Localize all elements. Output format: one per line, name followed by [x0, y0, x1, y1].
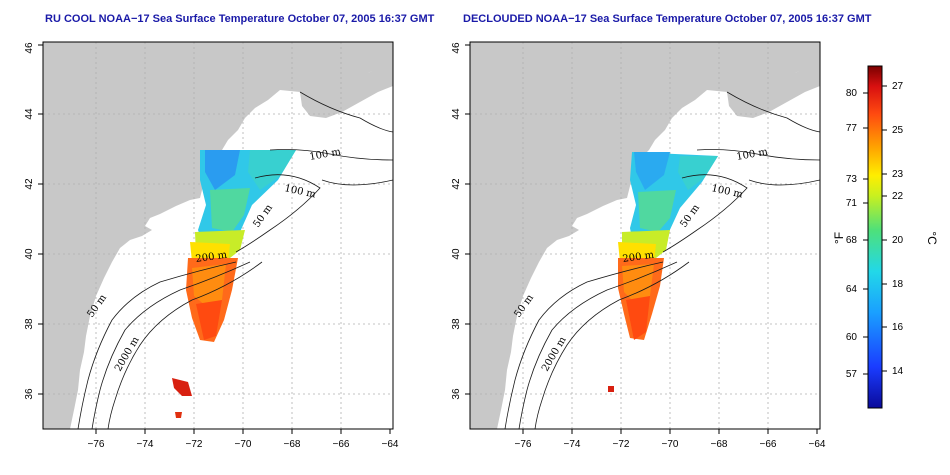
lon-tick-label: −72 [613, 439, 630, 450]
lon-tick-label: −72 [186, 439, 203, 450]
left-map-area: 100 m 100 m 50 m 200 m 50 m 2000 m [43, 42, 393, 429]
fahrenheit-tick-label: 57 [846, 369, 858, 380]
lon-tick-label: −76 [515, 439, 532, 450]
right-panel-title: DECLOUDED NOAA−17 Sea Surface Temperatur… [463, 13, 872, 25]
fahrenheit-tick-labels: 80 77 73 71 68 64 60 57 [846, 88, 858, 380]
lon-tick-label: −68 [284, 439, 301, 450]
fahrenheit-tick-label: 80 [846, 88, 858, 99]
lat-tick-label: 46 [24, 42, 35, 54]
celsius-unit-label: °C [925, 231, 939, 245]
left-land [43, 42, 393, 429]
celsius-tick-label: 18 [892, 279, 904, 290]
fahrenheit-ticks [863, 92, 868, 375]
colorbar: 80 77 73 71 68 64 60 57 27 25 23 22 20 1… [832, 65, 939, 409]
celsius-tick-label: 22 [892, 191, 904, 202]
right-contour-label: 200 m [622, 250, 655, 265]
right-map-frame [469, 41, 821, 430]
celsius-tick-label: 16 [892, 322, 904, 333]
left-x-axis [95, 429, 391, 434]
celsius-tick-label: 20 [892, 235, 904, 246]
right-sst-swath [608, 152, 718, 392]
celsius-tick-label: 25 [892, 125, 904, 136]
fahrenheit-tick-label: 71 [846, 198, 858, 209]
fahrenheit-tick-label: 64 [846, 284, 858, 295]
celsius-ticks [882, 85, 887, 372]
lon-tick-label: −76 [88, 439, 105, 450]
lat-tick-label: 44 [24, 108, 35, 120]
fahrenheit-tick-label: 60 [846, 332, 858, 343]
right-y-tick-labels: 36 38 40 42 44 46 [451, 42, 462, 400]
lat-tick-label: 42 [24, 178, 35, 190]
right-nova-scotia [727, 68, 820, 118]
lat-tick-label: 40 [24, 248, 35, 260]
lat-tick-label: 38 [24, 318, 35, 330]
lon-tick-label: −64 [809, 439, 826, 450]
left-map-panel: RU COOL NOAA−17 Sea Surface Temperature … [24, 13, 435, 450]
fahrenheit-unit-label: °F [832, 232, 846, 244]
fahrenheit-tick-label: 77 [846, 123, 858, 134]
left-map-frame [42, 41, 394, 430]
lon-tick-label: −64 [382, 439, 399, 450]
lat-tick-label: 44 [451, 108, 462, 120]
left-isobaths [77, 91, 393, 429]
celsius-tick-labels: 27 25 23 22 20 18 16 14 [892, 81, 904, 377]
lat-tick-label: 40 [451, 248, 462, 260]
fahrenheit-tick-label: 73 [846, 174, 858, 185]
right-land [470, 42, 820, 429]
lat-tick-label: 46 [451, 42, 462, 54]
fahrenheit-tick-label: 68 [846, 235, 858, 246]
lat-tick-label: 38 [451, 318, 462, 330]
left-y-axis [38, 44, 43, 395]
left-contour-label: 200 m [195, 250, 228, 265]
lon-tick-label: −74 [137, 439, 154, 450]
lon-tick-label: −70 [662, 439, 679, 450]
left-y-tick-labels: 36 38 40 42 44 46 [24, 42, 35, 400]
lon-tick-label: −68 [711, 439, 728, 450]
left-panel-title: RU COOL NOAA−17 Sea Surface Temperature … [45, 13, 435, 25]
lon-tick-label: −70 [235, 439, 252, 450]
lat-tick-label: 36 [451, 388, 462, 400]
right-map-panel: DECLOUDED NOAA−17 Sea Surface Temperatur… [451, 13, 872, 450]
right-map-area: 100 m 100 m 50 m 200 m 50 m 2000 m [470, 42, 820, 429]
celsius-tick-label: 23 [892, 169, 904, 180]
right-x-axis [522, 429, 818, 434]
right-y-axis [465, 44, 470, 395]
colorbar-gradient [867, 65, 883, 409]
lon-tick-label: −66 [333, 439, 350, 450]
left-x-tick-labels: −76 −74 −72 −70 −68 −66 −64 [88, 439, 399, 450]
celsius-tick-label: 27 [892, 81, 904, 92]
celsius-tick-label: 14 [892, 366, 904, 377]
lat-tick-label: 36 [24, 388, 35, 400]
right-x-tick-labels: −76 −74 −72 −70 −68 −66 −64 [515, 439, 826, 450]
lat-tick-label: 42 [451, 178, 462, 190]
right-isobaths [504, 91, 820, 429]
lon-tick-label: −74 [564, 439, 581, 450]
left-nova-scotia [300, 68, 393, 118]
lon-tick-label: −66 [760, 439, 777, 450]
